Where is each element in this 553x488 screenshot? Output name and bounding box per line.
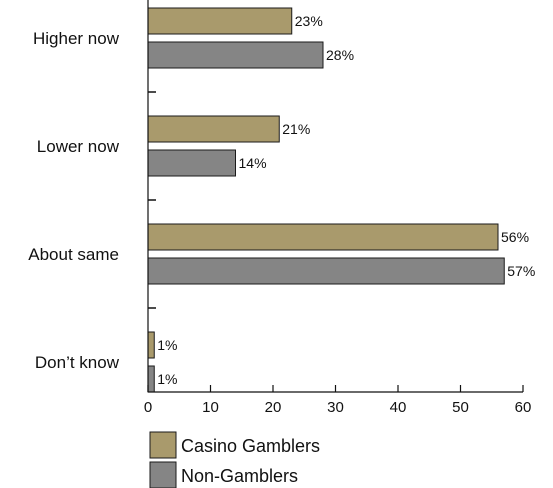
bar-casino-gamblers-about-same bbox=[147, 223, 499, 251]
bar-casino-gamblers-higher-now bbox=[147, 7, 293, 35]
category-label-higher-now: Higher now bbox=[33, 29, 120, 48]
bar-non-gamblers-lower-now bbox=[147, 149, 236, 177]
category-labels: Higher now Lower now About same Don’t know bbox=[28, 29, 119, 372]
x-tick-label: 0 bbox=[144, 399, 152, 416]
x-tick-label: 10 bbox=[202, 399, 219, 416]
x-tick-label: 60 bbox=[515, 399, 532, 416]
legend-swatch-casino-gamblers bbox=[149, 431, 177, 459]
data-label-casino-gamblers-about-same: 56% bbox=[501, 229, 529, 245]
data-label-non-gamblers-about-same: 57% bbox=[507, 263, 535, 279]
legend-label-casino-gamblers: Casino Gamblers bbox=[181, 436, 320, 456]
legend-label-non-gamblers: Non-Gamblers bbox=[181, 466, 298, 486]
data-label-casino-gamblers-don-t-know: 1% bbox=[157, 337, 177, 353]
legend-swatch-non-gamblers bbox=[149, 461, 177, 488]
bar-non-gamblers-don-t-know bbox=[147, 365, 155, 393]
x-tick-label: 20 bbox=[265, 399, 282, 416]
data-label-casino-gamblers-lower-now: 21% bbox=[282, 121, 310, 137]
category-label-about-same: About same bbox=[28, 245, 119, 264]
bar-non-gamblers-higher-now bbox=[147, 41, 324, 69]
legend: Casino Gamblers Non-Gamblers bbox=[149, 431, 320, 488]
x-tick-label: 30 bbox=[327, 399, 344, 416]
x-tick-label: 40 bbox=[390, 399, 407, 416]
category-label-lower-now: Lower now bbox=[37, 137, 120, 156]
category-label-don-t-know: Don’t know bbox=[35, 353, 120, 372]
x-tick-label: 50 bbox=[452, 399, 469, 416]
data-label-non-gamblers-lower-now: 14% bbox=[239, 155, 267, 171]
bar-non-gamblers-about-same bbox=[147, 257, 505, 285]
bars-group: 23% 28% 21% 14% 56% 57% 1% 1% bbox=[147, 7, 535, 393]
bar-casino-gamblers-lower-now bbox=[147, 115, 280, 143]
bar-casino-gamblers-don-t-know bbox=[147, 331, 155, 359]
data-label-casino-gamblers-higher-now: 23% bbox=[295, 13, 323, 29]
axes: 0 10 20 30 40 50 60 bbox=[144, 0, 532, 416]
data-label-non-gamblers-don-t-know: 1% bbox=[157, 371, 177, 387]
data-label-non-gamblers-higher-now: 28% bbox=[326, 47, 354, 63]
